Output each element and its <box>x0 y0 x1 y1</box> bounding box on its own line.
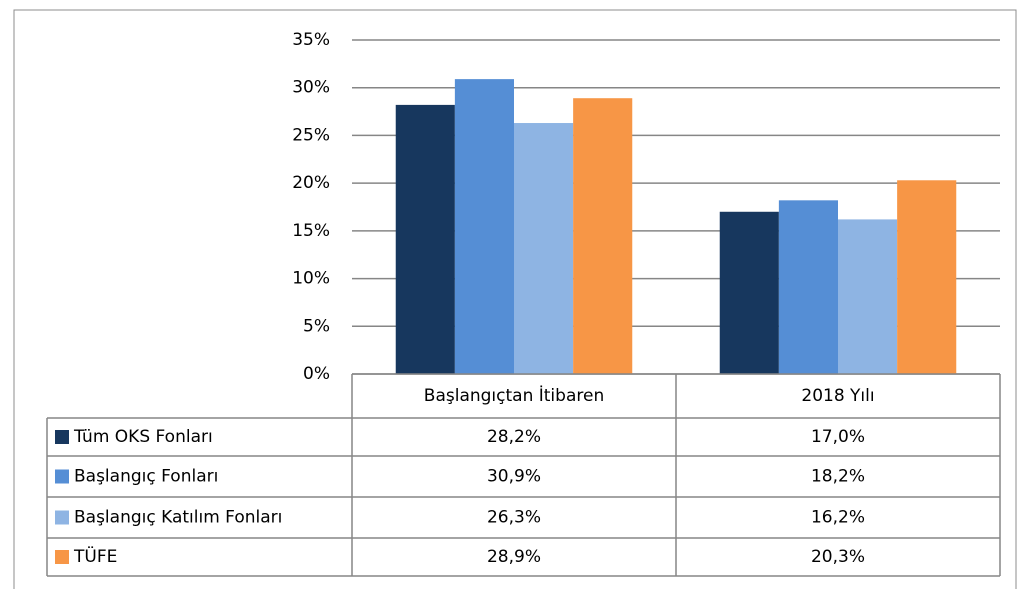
legend-label: Başlangıç Fonları <box>74 467 218 487</box>
legend-label: TÜFE <box>73 545 117 567</box>
data-label: 16,2% <box>811 508 865 528</box>
data-label: 18,2% <box>811 467 865 487</box>
y-tick-label: 20% <box>292 173 330 193</box>
data-label: 20,3% <box>811 547 865 567</box>
data-label: 17,0% <box>811 427 865 447</box>
bar <box>454 79 514 374</box>
data-label: 26,3% <box>487 508 541 528</box>
bar <box>778 200 838 374</box>
y-tick-label: 30% <box>292 78 330 98</box>
legend-label: Başlangıç Katılım Fonları <box>74 508 282 528</box>
bar <box>573 98 633 374</box>
y-tick-label: 5% <box>303 316 330 336</box>
y-tick-label: 10% <box>292 269 330 289</box>
bar <box>897 180 957 374</box>
legend-label: Tüm OKS Fonları <box>73 427 213 447</box>
data-label: 28,2% <box>487 427 541 447</box>
bar <box>719 211 779 374</box>
data-label: 30,9% <box>487 467 541 487</box>
bar <box>838 219 898 374</box>
y-tick-label: 25% <box>292 125 330 145</box>
y-tick-label: 35% <box>292 30 330 50</box>
bar <box>514 123 574 374</box>
y-tick-label: 0% <box>303 364 330 384</box>
x-tick-label: Başlangıçtan İtibaren <box>424 385 604 406</box>
data-label: 28,9% <box>487 547 541 567</box>
y-tick-label: 15% <box>292 221 330 241</box>
legend-swatch <box>55 469 69 484</box>
bar <box>395 104 455 375</box>
legend-swatch <box>55 510 69 525</box>
legend-swatch <box>55 550 69 564</box>
legend-swatch <box>55 430 69 444</box>
x-tick-label: 2018 Yılı <box>801 386 874 406</box>
